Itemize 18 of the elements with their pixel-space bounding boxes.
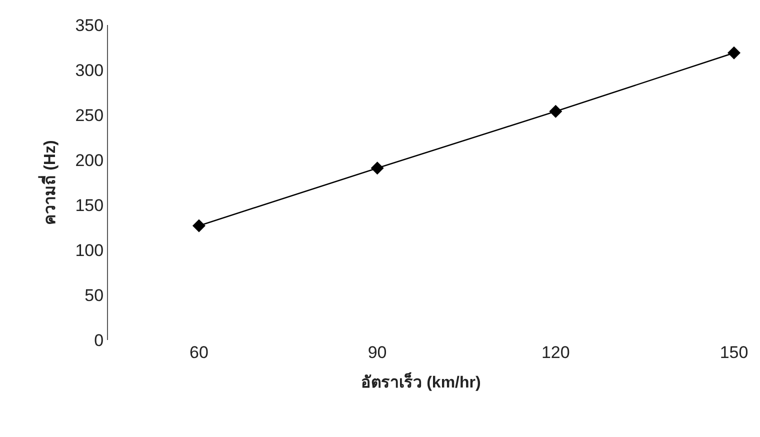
y-tick-label: 150 bbox=[75, 196, 104, 215]
y-axis-title: ความถี่ (Hz) bbox=[38, 140, 60, 225]
y-tick-label: 50 bbox=[84, 286, 104, 305]
point bbox=[370, 162, 384, 175]
x-tick-label: 60 bbox=[190, 343, 208, 362]
y-tick-label: 350 bbox=[75, 16, 104, 35]
y-tick-label: 200 bbox=[75, 150, 104, 170]
y-tick-label: 300 bbox=[75, 60, 104, 80]
point bbox=[192, 219, 206, 232]
y-tick-label: 250 bbox=[75, 106, 104, 125]
y-tick-label: 0 bbox=[94, 330, 104, 350]
x-tick-label: 90 bbox=[368, 343, 387, 362]
point bbox=[728, 46, 740, 60]
point bbox=[549, 104, 562, 118]
x-tick-label: 120 bbox=[541, 343, 570, 362]
x-axis-title: อัตราเร็ว (km/hr) bbox=[361, 370, 481, 392]
x-tick-label: 150 bbox=[720, 343, 748, 362]
y-tick-label: 100 bbox=[75, 240, 104, 260]
